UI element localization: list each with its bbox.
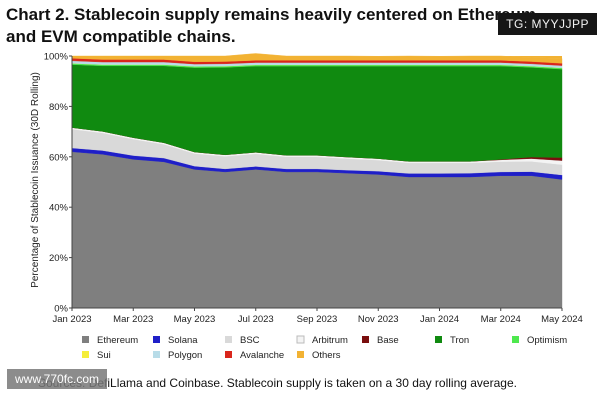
legend-label-ethereum: Ethereum [97,335,138,346]
x-tick-label: Mar 2024 [481,314,521,325]
area-layers [71,53,563,309]
legend-swatch-optimism [512,336,519,343]
channel-badge: TG: MYYJJPP [498,13,597,35]
y-tick-label: 20% [49,253,69,264]
x-tick-label: Jan 2023 [52,314,91,325]
legend-label-avalanche: Avalanche [240,350,284,361]
legend-label-bsc: BSC [240,335,260,346]
chart-legend: Ethereum Solana BSC Arbitrum Base Tron Optimis… [82,335,567,361]
legend-swatch-others [297,351,304,358]
legend-label-arbitrum: Arbitrum [312,335,348,346]
x-tick-label: Mar 2023 [113,314,153,325]
source-note: Sources: DefiLlama and Coinbase. Stablec… [38,376,517,390]
legend-swatch-base [362,336,369,343]
legend-swatch-solana [153,336,160,343]
x-tick-label: May 2023 [174,314,216,325]
legend-label-base: Base [377,335,399,346]
y-tick-label: 80% [49,102,69,113]
legend-swatch-polygon [153,351,160,358]
area-others [71,53,563,64]
legend-label-tron: Tron [450,335,469,346]
legend-swatch-bsc [225,336,232,343]
area-others-cap [72,56,562,59]
watermark: www.770fc.com [7,369,108,389]
chart-axes: 0% 20% 40% 60% 80% 100% Jan 2023 Mar 2023 May 20… [44,52,583,326]
legend-label-others: Others [312,350,341,361]
x-tick-label: Sep 2023 [297,314,338,325]
y-tick-label: 0% [54,304,68,315]
x-tick-label: May 2024 [541,314,583,325]
legend-label-polygon: Polygon [168,350,202,361]
legend-label-sui: Sui [97,350,111,361]
y-tick-label: 40% [49,203,69,214]
x-tick-label: Jan 2024 [420,314,459,325]
legend-label-optimism: Optimism [527,335,567,346]
legend-label-solana: Solana [168,335,198,346]
legend-swatch-avalanche [225,351,232,358]
x-tick-label: Nov 2023 [358,314,399,325]
legend-swatch-tron [435,336,442,343]
legend-swatch-ethereum [82,336,89,343]
legend-swatch-sui [82,351,89,358]
chart-title: Chart 2. Stablecoin supply remains heavi… [6,5,536,46]
y-tick-label: 100% [44,52,69,63]
x-tick-label: Jul 2023 [238,314,274,325]
y-tick-label: 60% [49,152,69,163]
y-axis-label: Percentage of Stablecoin Issuance (30D R… [30,72,41,288]
legend-swatch-arbitrum [296,335,305,344]
